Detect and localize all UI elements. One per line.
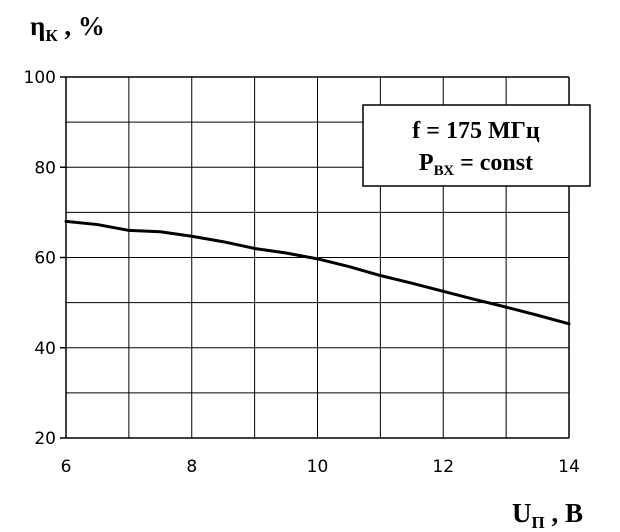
series-line [64,219,571,326]
y-tick-label: 20 [34,429,56,449]
y-axis-label-main: η [30,11,45,41]
legend-frame [362,104,591,187]
x-axis-label: UП , В [512,498,583,532]
y-axis-label: ηК , % [30,11,105,45]
legend-line-2: PВХ = const [419,150,533,179]
y-axis-label-unit: , % [58,11,105,41]
x-tick-label: 8 [186,457,197,477]
x-tick-label: 6 [61,457,72,477]
x-axis-label-sub: П [532,513,545,532]
x-axis-label-unit: , В [545,498,583,528]
y-tick-label: 100 [24,68,56,88]
legend-line-2-sub: ВХ [434,163,455,179]
x-tick-label: 14 [558,457,580,477]
legend-line-1: f = 175 МГц [412,118,540,144]
x-axis-label-main: U [512,498,532,528]
x-tick-label: 10 [307,457,329,477]
y-tick-label: 60 [34,249,56,269]
legend-line-2-rest: = const [454,150,533,176]
y-tick-label: 80 [34,158,56,178]
tick-labels: 6 8 10 12 14 20 40 60 80 100 [24,68,580,477]
y-axis-label-sub: К [45,26,58,45]
y-tick-label: 40 [34,339,56,359]
x-tick-label: 12 [432,457,454,477]
legend-box: f = 175 МГц PВХ = const [362,104,591,187]
legend-line-2-main: P [419,150,434,176]
